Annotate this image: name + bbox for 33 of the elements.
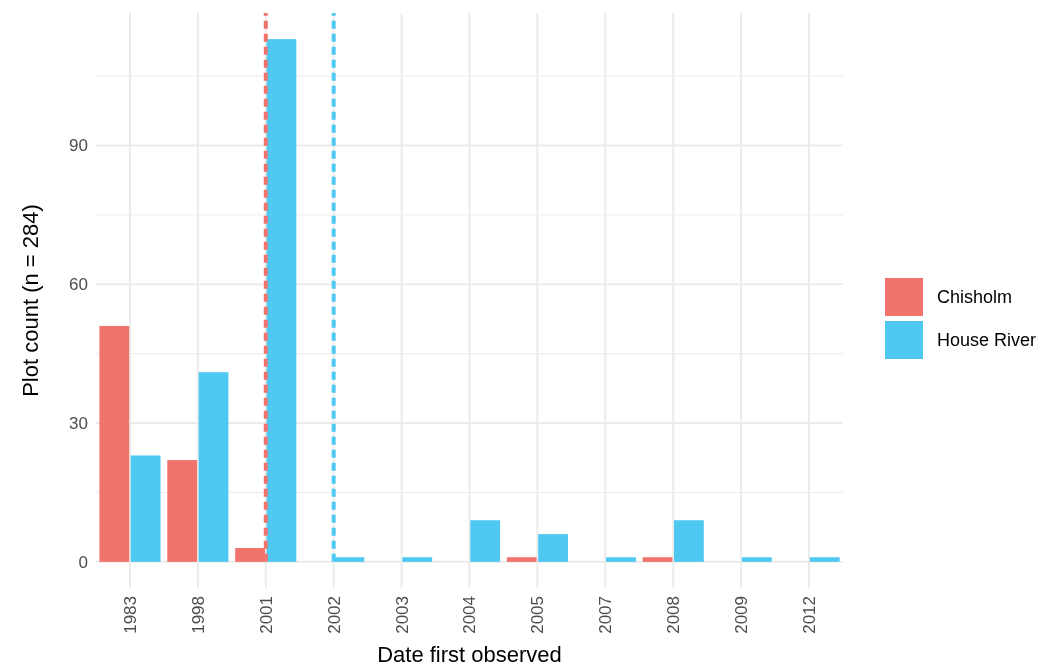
x-tick-label: 1983: [120, 596, 140, 634]
bar: [538, 534, 568, 562]
x-tick-label: 2005: [528, 596, 548, 634]
x-axis-title: Date first observed: [377, 642, 562, 667]
bar: [470, 520, 501, 562]
x-tick-label: 2002: [324, 596, 344, 634]
x-tick-label: 2009: [732, 596, 752, 634]
y-tick-label: 90: [69, 136, 88, 156]
y-tick-label: 60: [69, 275, 88, 295]
bar: [402, 557, 433, 562]
bar: [506, 557, 537, 562]
x-tick-label: 2012: [800, 596, 819, 634]
bar: [674, 520, 704, 562]
bar: [741, 557, 772, 562]
bar: [642, 557, 673, 562]
y-axis-title: Plot count (n = 284): [18, 204, 43, 397]
x-tick-label: 1998: [188, 596, 208, 634]
x-tick-label: 2007: [596, 596, 616, 634]
bar: [198, 372, 229, 562]
bar: [809, 557, 840, 562]
legend-label: Chisholm: [937, 287, 1013, 308]
bar: [99, 325, 130, 562]
x-tick-label: 2001: [256, 596, 276, 634]
x-tick-label: 2008: [664, 596, 684, 634]
bar: [167, 460, 198, 562]
bar: [266, 39, 297, 562]
legend-label: House River: [937, 330, 1037, 351]
x-tick-label: 2004: [460, 596, 480, 634]
x-tick-label: 2003: [392, 596, 412, 634]
y-tick-label: 30: [69, 414, 88, 434]
y-tick-label: 0: [78, 552, 88, 572]
bar: [606, 557, 636, 562]
bar: [130, 455, 161, 562]
